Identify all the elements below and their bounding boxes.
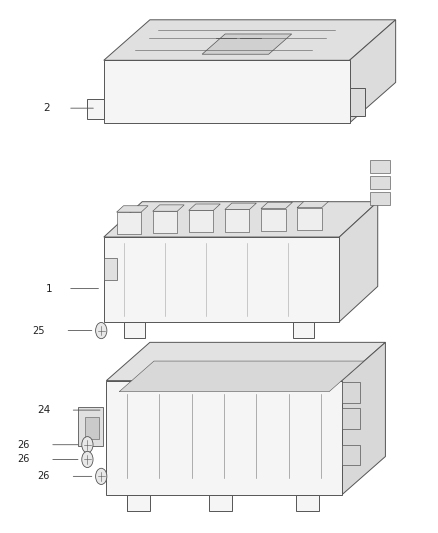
FancyBboxPatch shape: [370, 176, 389, 189]
Polygon shape: [225, 203, 256, 209]
Polygon shape: [104, 237, 339, 322]
Polygon shape: [127, 495, 150, 511]
Polygon shape: [209, 495, 232, 511]
Polygon shape: [153, 211, 177, 233]
Polygon shape: [225, 209, 250, 231]
Polygon shape: [88, 99, 104, 119]
Polygon shape: [124, 322, 145, 338]
Polygon shape: [104, 20, 396, 60]
Circle shape: [95, 322, 107, 338]
Polygon shape: [296, 495, 319, 511]
Polygon shape: [85, 417, 99, 439]
Polygon shape: [297, 201, 328, 208]
Text: 26: 26: [17, 440, 29, 450]
Text: 2: 2: [43, 103, 50, 113]
Polygon shape: [106, 381, 342, 495]
Polygon shape: [189, 211, 213, 232]
Polygon shape: [342, 408, 360, 429]
Polygon shape: [202, 34, 292, 54]
Polygon shape: [117, 206, 148, 212]
Polygon shape: [261, 202, 293, 208]
Polygon shape: [293, 322, 314, 338]
Polygon shape: [189, 204, 220, 211]
Polygon shape: [104, 257, 117, 280]
Polygon shape: [104, 60, 350, 123]
Text: 1: 1: [46, 284, 53, 294]
Polygon shape: [342, 342, 385, 495]
Polygon shape: [117, 212, 141, 234]
Polygon shape: [297, 208, 321, 230]
Text: 24: 24: [37, 405, 50, 415]
Circle shape: [82, 451, 93, 467]
Text: 26: 26: [17, 455, 29, 464]
Circle shape: [95, 469, 107, 484]
Polygon shape: [342, 445, 360, 465]
Polygon shape: [104, 201, 378, 237]
Text: 25: 25: [32, 326, 45, 336]
Polygon shape: [261, 208, 286, 231]
Polygon shape: [153, 205, 184, 211]
Polygon shape: [342, 382, 360, 403]
Polygon shape: [78, 407, 103, 447]
Polygon shape: [350, 20, 396, 123]
FancyBboxPatch shape: [370, 160, 389, 173]
Polygon shape: [339, 201, 378, 322]
FancyBboxPatch shape: [370, 192, 389, 205]
Circle shape: [82, 437, 93, 453]
Polygon shape: [350, 87, 365, 116]
Polygon shape: [106, 342, 385, 381]
Text: 26: 26: [38, 471, 50, 481]
Polygon shape: [119, 361, 364, 392]
